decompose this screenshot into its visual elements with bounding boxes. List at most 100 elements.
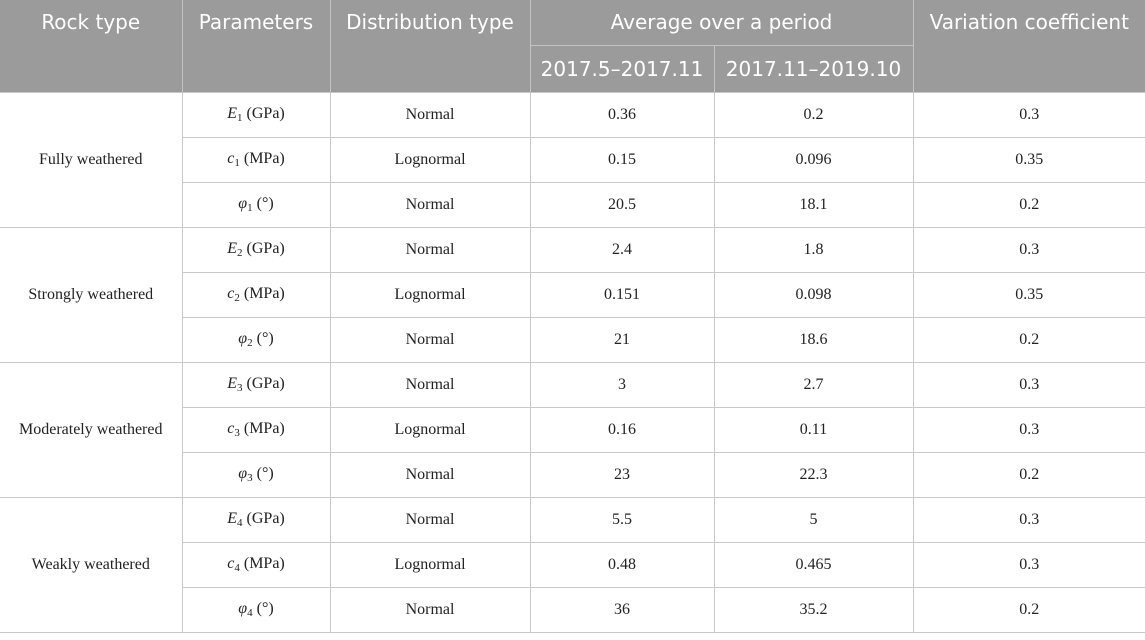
parameter-unit: (GPa) xyxy=(242,510,285,527)
parameter-unit: (°) xyxy=(252,330,274,347)
parameter-cell: φ1 (°) xyxy=(181,181,331,228)
variation-coefficient-cell: 0.35 xyxy=(912,136,1145,183)
average-period-2-cell: 18.6 xyxy=(713,316,914,363)
parameter-symbol: φ xyxy=(238,330,248,347)
parameter-symbol: E xyxy=(227,510,238,527)
parameter-symbol: E xyxy=(227,105,238,122)
parameter-cell: E1 (GPa) xyxy=(181,91,331,138)
parameter-unit: (°) xyxy=(252,195,274,212)
average-period-1-cell: 0.36 xyxy=(529,91,715,138)
parameter-subscript: 3 xyxy=(237,382,243,394)
table-row: φ2 (°) Normal 21 18.6 0.2 xyxy=(0,316,1145,363)
average-period-1-cell: 21 xyxy=(529,316,715,363)
parameter-subscript: 3 xyxy=(247,472,253,484)
distribution-cell: Normal xyxy=(329,226,531,273)
variation-coefficient-cell: 0.35 xyxy=(912,271,1145,318)
parameter-symbol: φ xyxy=(238,465,248,482)
parameter-unit: (MPa) xyxy=(239,555,285,572)
parameter-subscript: 1 xyxy=(247,202,253,214)
parameter-subscript: 1 xyxy=(237,112,243,124)
variation-coefficient-cell: 0.3 xyxy=(912,406,1145,453)
parameter-cell: φ3 (°) xyxy=(181,451,331,498)
parameter-cell: c4 (MPa) xyxy=(181,541,331,588)
average-period-1-cell: 0.48 xyxy=(529,541,715,588)
average-period-1-cell: 3 xyxy=(529,361,715,408)
parameter-unit: (GPa) xyxy=(242,375,285,392)
parameter-cell: φ2 (°) xyxy=(181,316,331,363)
table-row: c4 (MPa) Lognormal 0.48 0.465 0.3 xyxy=(0,541,1145,588)
rock-type-cell: Weakly weathered xyxy=(0,496,183,633)
parameter-symbol: E xyxy=(227,240,238,257)
variation-coefficient-cell: 0.3 xyxy=(912,361,1145,408)
average-period-1-cell: 36 xyxy=(529,586,715,633)
parameter-symbol: E xyxy=(227,375,238,392)
distribution-cell: Lognormal xyxy=(329,406,531,453)
average-period-1-cell: 0.16 xyxy=(529,406,715,453)
parameter-symbol: c xyxy=(227,555,235,572)
distribution-cell: Normal xyxy=(329,91,531,138)
average-period-2-cell: 0.465 xyxy=(713,541,914,588)
parameter-subscript: 4 xyxy=(234,562,240,574)
average-period-2-cell: 0.11 xyxy=(713,406,914,453)
rock-type-cell: Strongly weathered xyxy=(0,226,183,363)
header-period-2: 2017.11–2019.10 xyxy=(713,44,914,92)
variation-coefficient-cell: 0.3 xyxy=(912,496,1145,543)
parameter-subscript: 2 xyxy=(247,337,253,349)
average-period-1-cell: 0.15 xyxy=(529,136,715,183)
parameter-unit: (GPa) xyxy=(242,240,285,257)
average-period-2-cell: 0.098 xyxy=(713,271,914,318)
parameter-cell: E3 (GPa) xyxy=(181,361,331,408)
table-row: Weakly weathered E4 (GPa) Normal 5.5 5 0.3 xyxy=(0,496,1145,633)
average-period-2-cell: 35.2 xyxy=(713,586,914,633)
average-period-2-cell: 2.7 xyxy=(713,361,914,408)
variation-coefficient-cell: 0.2 xyxy=(912,181,1145,228)
parameter-unit: (°) xyxy=(252,465,274,482)
distribution-cell: Lognormal xyxy=(329,541,531,588)
parameter-cell: c3 (MPa) xyxy=(181,406,331,453)
average-period-1-cell: 5.5 xyxy=(529,496,715,543)
variation-coefficient-cell: 0.3 xyxy=(912,226,1145,273)
distribution-cell: Lognormal xyxy=(329,136,531,183)
parameter-unit: (GPa) xyxy=(242,105,285,122)
parameter-symbol: c xyxy=(227,150,235,167)
average-period-2-cell: 1.8 xyxy=(713,226,914,273)
distribution-cell: Lognormal xyxy=(329,271,531,318)
header-rock-type: Rock type xyxy=(0,0,183,92)
distribution-cell: Normal xyxy=(329,496,531,543)
table-row: Fully weathered E1 (GPa) Normal 0.36 0.2 0.3 xyxy=(0,91,1145,228)
parameter-subscript: 4 xyxy=(247,607,253,619)
header-period-1: 2017.5–2017.11 xyxy=(529,44,715,92)
header-parameters: Parameters xyxy=(181,0,331,92)
average-period-2-cell: 0.096 xyxy=(713,136,914,183)
average-period-2-cell: 5 xyxy=(713,496,914,543)
table-row: Strongly weathered E2 (GPa) Normal 2.4 1.8 0.… xyxy=(0,226,1145,363)
parameter-symbol: c xyxy=(227,285,235,302)
parameter-subscript: 2 xyxy=(237,247,243,259)
parameter-cell: E2 (GPa) xyxy=(181,226,331,273)
average-period-1-cell: 2.4 xyxy=(529,226,715,273)
distribution-cell: Normal xyxy=(329,181,531,228)
average-period-2-cell: 22.3 xyxy=(713,451,914,498)
parameter-unit: (MPa) xyxy=(239,150,285,167)
parameter-subscript: 1 xyxy=(234,157,240,169)
parameter-cell: E4 (GPa) xyxy=(181,496,331,543)
rock-type-cell: Fully weathered xyxy=(0,91,183,228)
variation-coefficient-cell: 0.3 xyxy=(912,541,1145,588)
parameter-cell: c1 (MPa) xyxy=(181,136,331,183)
table-row: Moderately weathered E3 (GPa) Normal 3 2.7 0.… xyxy=(0,361,1145,498)
average-period-2-cell: 18.1 xyxy=(713,181,914,228)
header-variation-coefficient: Variation coefficient xyxy=(912,0,1145,92)
parameter-cell: φ4 (°) xyxy=(181,586,331,633)
average-period-1-cell: 20.5 xyxy=(529,181,715,228)
distribution-cell: Normal xyxy=(329,586,531,633)
variation-coefficient-cell: 0.2 xyxy=(912,316,1145,363)
average-period-2-cell: 0.2 xyxy=(713,91,914,138)
header-distribution-type: Distribution type xyxy=(329,0,531,92)
parameter-unit: (MPa) xyxy=(239,420,285,437)
table-row: c2 (MPa) Lognormal 0.151 0.098 0.35 xyxy=(0,271,1145,318)
average-period-1-cell: 23 xyxy=(529,451,715,498)
table-row: φ4 (°) Normal 36 35.2 0.2 xyxy=(0,586,1145,633)
parameter-unit: (MPa) xyxy=(239,285,285,302)
header-average-over-period: Average over a period xyxy=(529,0,914,45)
